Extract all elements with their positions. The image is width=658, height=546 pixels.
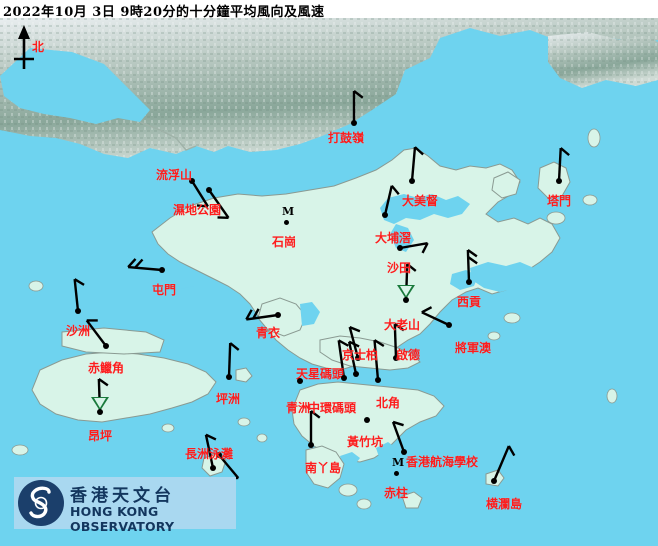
elevated-station-triangle-icon — [91, 397, 109, 411]
station-label: 啟德 — [396, 348, 421, 362]
deep-bay-water — [0, 48, 150, 124]
station-label: 塔門 — [547, 194, 572, 208]
station-label: 打鼓嶺 — [328, 131, 365, 145]
station-dot — [397, 245, 403, 251]
station-dot — [466, 279, 472, 285]
hko-emblem-icon — [18, 480, 64, 526]
missing-data-marker: M — [282, 205, 295, 218]
hko-logo-english: HONG KONG OBSERVATORY — [70, 504, 175, 534]
mainland-texture — [0, 18, 658, 158]
station-dot — [409, 178, 415, 184]
tolo-harbour-water — [380, 194, 470, 224]
station-label: 昂坪 — [88, 429, 113, 443]
map-canvas: 北 打鼓嶺流浮山濕地公園 M 石崗 大美督 塔門大埔滘沙田西貢將軍澳 大老山 屯門沙洲赤鱲角… — [0, 18, 658, 546]
station-dot — [491, 478, 497, 484]
port-shelter-water — [470, 262, 534, 292]
station-label: 石崗 — [272, 235, 297, 249]
station-dot — [75, 308, 81, 314]
tsing-yi-island — [257, 297, 307, 337]
station-dot — [206, 187, 212, 193]
dapeng-texture — [548, 32, 658, 88]
hko-logo: 香港天文台 HONG KONG OBSERVATORY — [14, 477, 236, 534]
station-label: 流浮山 — [156, 168, 193, 182]
minor-islets — [11, 128, 618, 510]
coast-line-a — [139, 121, 197, 151]
title-bar: 2022年10月 3日 9時20分的十分鐘平均風向及風速 — [0, 0, 658, 20]
hko-s-glyph — [29, 486, 51, 519]
station-label: 黃竹坑 — [347, 435, 384, 449]
station-label: 赤鱲角 — [88, 361, 125, 375]
station-dot — [375, 377, 381, 383]
lamma-island — [305, 445, 345, 489]
station-label: 横瀾島 — [486, 497, 523, 511]
station-dot — [284, 220, 289, 225]
hko-logo-chinese: 香港天文台 — [70, 486, 175, 506]
station-dot — [159, 267, 165, 273]
station-dot — [103, 343, 109, 349]
station-dot — [216, 452, 222, 458]
tap-mun-island — [537, 161, 571, 199]
station-dot — [353, 371, 359, 377]
station-dot — [308, 442, 314, 448]
station-dot — [401, 449, 407, 455]
station-dot — [393, 355, 399, 361]
station-label: 南丫島 — [305, 461, 342, 475]
station-dot — [341, 375, 347, 381]
station-label: 沙田 — [387, 261, 412, 275]
page-title: 2022年10月 3日 9時20分的十分鐘平均風向及風速 — [3, 5, 325, 20]
station-label: 京士柏 — [342, 348, 379, 362]
po-toi-island — [401, 491, 423, 509]
station-dot — [394, 471, 399, 476]
station-dot — [351, 120, 357, 126]
double-haven-islands — [491, 171, 521, 199]
missing-data-marker: M — [392, 456, 405, 469]
station-dot — [97, 409, 103, 415]
repulse-bay-water — [376, 442, 396, 460]
station-label: 赤柱 — [384, 486, 409, 500]
aberdeen-channel-water — [340, 452, 360, 466]
peng-chau-island — [235, 367, 253, 383]
station-label: 長洲泳灘 — [185, 447, 234, 461]
station-label: 大美督 — [402, 194, 439, 208]
station-dot — [382, 212, 388, 218]
station-label: 西貢 — [457, 295, 482, 309]
station-label: 青衣 — [256, 326, 281, 340]
station-label: 坪洲 — [216, 392, 241, 406]
station-label: 將軍澳 — [455, 341, 492, 355]
station-label: 屯門 — [152, 283, 177, 297]
elevated-station-triangle-icon — [397, 285, 415, 299]
station-dot — [210, 465, 216, 471]
station-label: 大埔滘 — [375, 231, 412, 245]
station-label: 北角 — [376, 396, 401, 410]
rambler-channel-water — [300, 302, 320, 326]
station-dot — [403, 297, 409, 303]
station-label: 青洲 — [286, 401, 311, 415]
station-dot — [355, 355, 361, 361]
station-dot — [364, 417, 370, 423]
sai-kung-bay-water — [450, 270, 478, 290]
station-label: 大老山 — [384, 318, 421, 332]
station-label: 香港航海學校 — [406, 455, 479, 469]
station-dot — [297, 378, 303, 384]
station-dot — [446, 322, 452, 328]
station-dot — [226, 374, 232, 380]
north-arrow-icon — [14, 25, 34, 69]
station-label: 天星碼頭 — [296, 367, 345, 381]
station-dot — [189, 178, 195, 184]
station-dot — [275, 312, 281, 318]
station-label: 沙洲 — [66, 324, 91, 338]
station-dot — [556, 178, 562, 184]
north-label: 北 — [32, 40, 45, 54]
station-label: 濕地公園 — [173, 203, 222, 217]
station-label: 中環碼頭 — [308, 401, 357, 415]
